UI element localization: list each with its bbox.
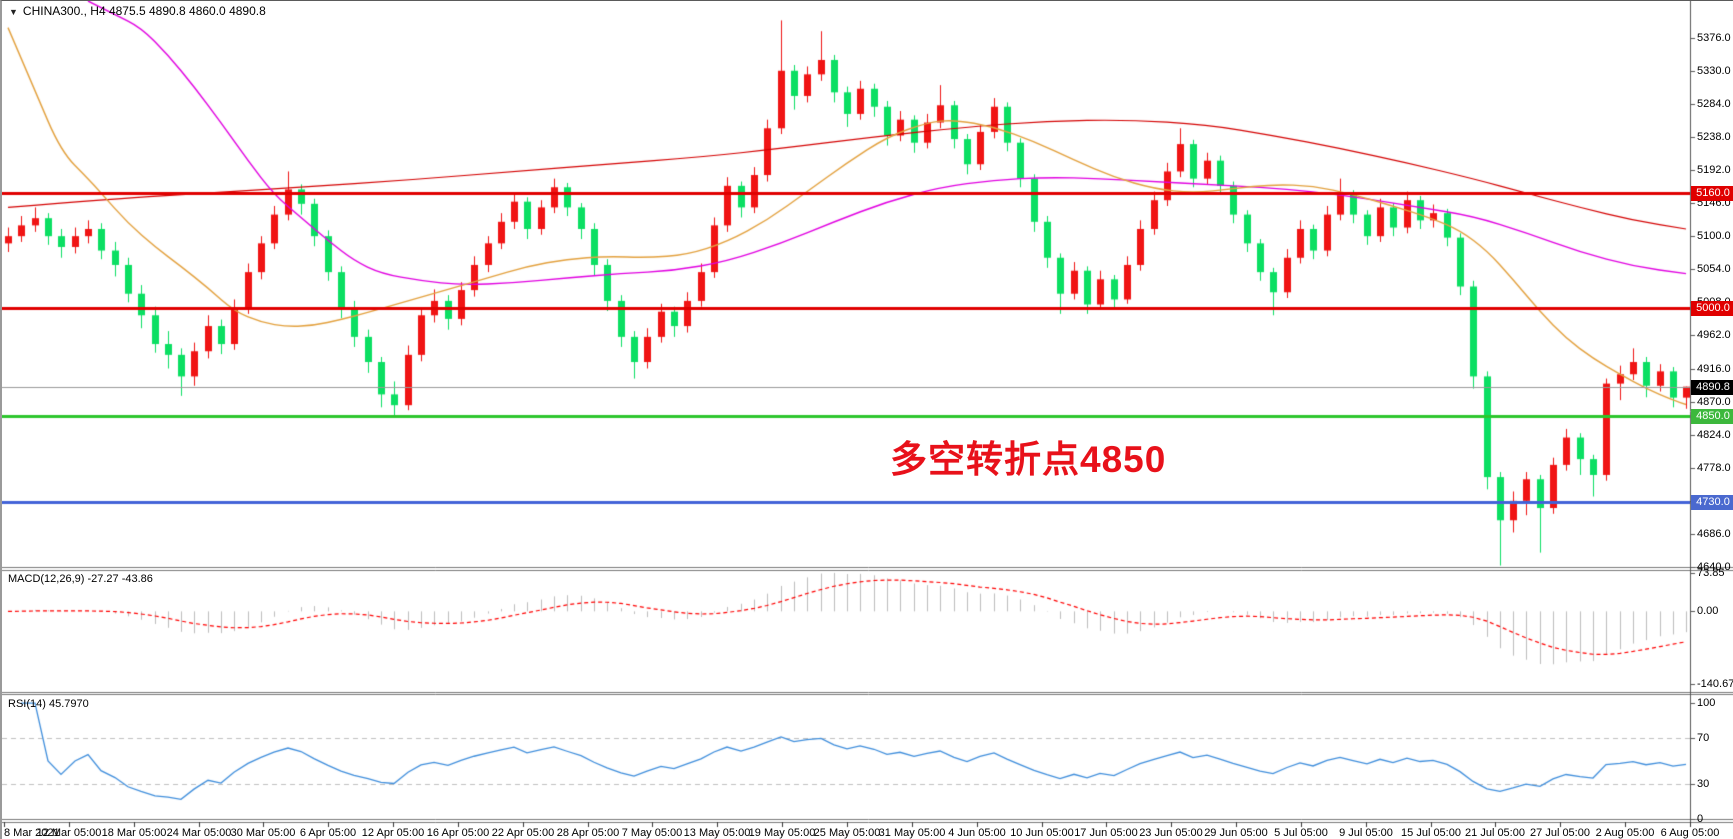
level-price-chip: 4850.0 — [1691, 409, 1733, 424]
price-tick-label: 5192.0 — [1697, 164, 1731, 176]
date-tick-label: 9 Jul 05:00 — [1339, 827, 1393, 839]
date-tick-label: 10 Jun 05:00 — [1010, 827, 1074, 839]
date-tick-label: 25 May 05:00 — [813, 827, 881, 839]
date-tick-label: 12 Apr 05:00 — [361, 827, 425, 839]
date-tick-label: 12 Mar 05:00 — [36, 827, 102, 839]
rsi-tick-label: 0 — [1697, 813, 1704, 825]
chart-text-annotation[interactable]: 多空转折点4850 — [890, 439, 1167, 480]
macd-indicator-label: MACD(12,26,9) -27.27 -43.86 — [8, 573, 153, 585]
date-tick-label: 5 Jul 05:00 — [1274, 827, 1328, 839]
date-tick-label: 16 Apr 05:00 — [426, 827, 490, 839]
date-tick-label: 21 Jul 05:00 — [1465, 827, 1525, 839]
price-tick-label: 4916.0 — [1697, 363, 1731, 375]
macd-tick-label: -140.67 — [1697, 678, 1733, 690]
date-tick-label: 31 May 05:00 — [878, 827, 946, 839]
date-tick-label: 7 May 05:00 — [621, 827, 683, 839]
date-tick-label: 18 Mar 05:00 — [101, 827, 167, 839]
date-tick-label: 30 Mar 05:00 — [230, 827, 296, 839]
date-tick-label: 19 May 05:00 — [748, 827, 816, 839]
symbol-dropdown-icon[interactable]: ▼ — [9, 7, 18, 17]
date-tick-label: 6 Aug 05:00 — [1660, 827, 1720, 839]
rsi-tick-label: 70 — [1697, 732, 1710, 744]
price-tick-label: 5100.0 — [1697, 230, 1731, 242]
price-tick-label: 4778.0 — [1697, 462, 1731, 474]
rsi-pane[interactable] — [2, 695, 1690, 819]
date-tick-label: 4 Jun 05:00 — [948, 827, 1006, 839]
main-price-pane[interactable] — [2, 1, 1690, 567]
price-tick-label: 4686.0 — [1697, 528, 1731, 540]
price-tick-label: 4824.0 — [1697, 429, 1731, 441]
symbol-quote-line: ▼ CHINA300., H4 4875.5 4890.8 4860.0 4890… — [9, 4, 266, 18]
date-tick-label: 23 Jun 05:00 — [1139, 827, 1203, 839]
date-tick-label: 17 Jun 05:00 — [1074, 827, 1138, 839]
date-tick-label: 27 Jul 05:00 — [1530, 827, 1590, 839]
macd-pane[interactable] — [2, 571, 1690, 689]
date-tick-label: 22 Apr 05:00 — [491, 827, 555, 839]
date-tick-label: 2 Aug 05:00 — [1595, 827, 1655, 839]
macd-tick-label: 0.00 — [1697, 605, 1719, 617]
level-price-chip: 5000.0 — [1691, 301, 1733, 316]
rsi-tick-label: 100 — [1697, 697, 1716, 709]
price-tick-label: 5238.0 — [1697, 131, 1731, 143]
date-tick-label: 15 Jul 05:00 — [1401, 827, 1461, 839]
level-price-chip: 5160.0 — [1691, 186, 1733, 201]
macd-tick-label: 73.85 — [1697, 567, 1725, 579]
current-price-chip: 4890.8 — [1691, 380, 1733, 395]
level-price-chip: 4730.0 — [1691, 495, 1733, 510]
price-tick-label: 4962.0 — [1697, 329, 1731, 341]
price-tick-label: 5284.0 — [1697, 98, 1731, 110]
rsi-tick-label: 30 — [1697, 778, 1710, 790]
date-tick-label: 6 Apr 05:00 — [299, 827, 357, 839]
date-tick-label: 29 Jun 05:00 — [1204, 827, 1268, 839]
price-tick-label: 5054.0 — [1697, 263, 1731, 275]
price-tick-label: 5330.0 — [1697, 65, 1731, 77]
date-tick-label: 13 May 05:00 — [683, 827, 751, 839]
price-tick-label: 5376.0 — [1697, 32, 1731, 44]
rsi-indicator-label: RSI(14) 45.7970 — [8, 698, 89, 710]
date-tick-label: 28 Apr 05:00 — [556, 827, 620, 839]
date-tick-label: 24 Mar 05:00 — [166, 827, 232, 839]
date-tick-label: 8 Mar 2021 — [4, 827, 60, 839]
price-tick-label: 4640.0 — [1697, 561, 1731, 573]
symbol-quote-text: CHINA300., H4 4875.5 4890.8 4860.0 4890.… — [22, 4, 266, 18]
price-tick-label: 4870.0 — [1697, 396, 1731, 408]
